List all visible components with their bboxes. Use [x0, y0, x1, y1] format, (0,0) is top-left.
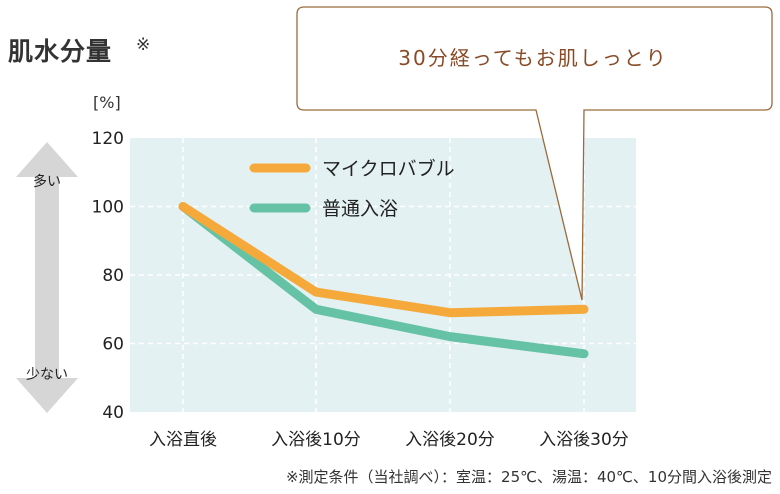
- callout-text: 30分経ってもお肌しっとり: [398, 46, 667, 70]
- x-tick-label: 入浴直後: [149, 430, 217, 450]
- y-unit-label: [%]: [93, 93, 121, 112]
- title-note-mark: ※: [136, 35, 150, 55]
- series-lines: [178, 202, 589, 359]
- arrow-bottom-label: 少ない: [26, 367, 68, 383]
- y-tick-label: 100: [92, 198, 124, 218]
- x-tick-label: 入浴後20分: [405, 430, 495, 450]
- footnote: ※測定条件（当社調べ）：室温：25℃、湯温：40℃、10分間入浴後測定: [286, 468, 772, 486]
- callout: 30分経ってもお肌しっとり: [296, 6, 773, 301]
- legend-label: 普通入浴: [322, 198, 398, 220]
- series-line: [178, 202, 589, 318]
- gridlines: [130, 138, 636, 412]
- y-tick-label: 40: [102, 403, 124, 423]
- chart-title: 肌水分量: [8, 37, 112, 66]
- y-tick-label: 120: [92, 129, 124, 149]
- series-line: [178, 202, 589, 359]
- y-tick-label: 60: [102, 335, 124, 355]
- x-tick-label: 入浴後10分: [271, 430, 361, 450]
- double-arrow-icon: [16, 142, 78, 413]
- scale-arrow: 多い 少ない: [16, 142, 78, 413]
- x-axis-ticks: 入浴直後 入浴後10分 入浴後20分 入浴後30分: [149, 430, 629, 450]
- y-axis-ticks: 40 60 80 100 120: [92, 129, 124, 423]
- x-tick-label: 入浴後30分: [539, 430, 629, 450]
- callout-bubble: [296, 6, 773, 301]
- legend-label: マイクロバブル: [322, 157, 455, 180]
- arrow-top-label: 多い: [33, 173, 61, 190]
- y-tick-label: 80: [102, 266, 124, 286]
